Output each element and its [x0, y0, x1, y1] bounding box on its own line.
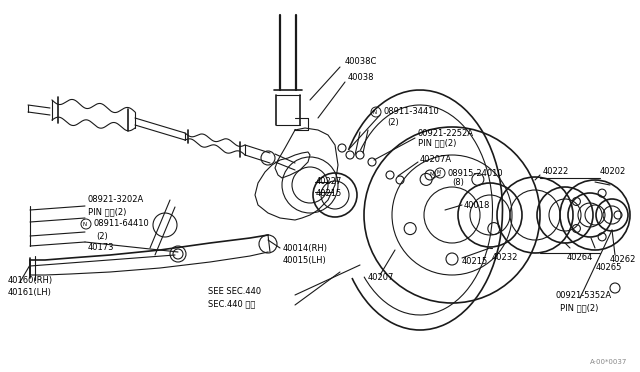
- Text: 40018: 40018: [464, 201, 490, 209]
- Text: 40015(LH): 40015(LH): [283, 256, 327, 264]
- Text: 40265: 40265: [596, 263, 622, 272]
- Text: M: M: [429, 173, 435, 177]
- Text: 40264: 40264: [567, 253, 593, 262]
- Text: N: N: [83, 221, 87, 227]
- Text: 08911-34410: 08911-34410: [383, 108, 439, 116]
- Text: 40262: 40262: [610, 256, 636, 264]
- Text: SEE SEC.440: SEE SEC.440: [208, 288, 261, 296]
- Text: 40161(LH): 40161(LH): [8, 288, 52, 296]
- Text: N: N: [373, 109, 377, 115]
- Text: 08915-24010: 08915-24010: [447, 169, 502, 177]
- Text: A·00*0037: A·00*0037: [590, 359, 627, 365]
- Text: (8): (8): [452, 179, 464, 187]
- Text: 00921-2252A: 00921-2252A: [418, 128, 474, 138]
- Text: 40173: 40173: [88, 244, 115, 253]
- Text: 00921-5352A: 00921-5352A: [555, 291, 611, 299]
- Text: PIN ビン(2): PIN ビン(2): [560, 304, 598, 312]
- Text: (2): (2): [96, 231, 108, 241]
- Text: 40014(RH): 40014(RH): [283, 244, 328, 253]
- Text: 40202: 40202: [600, 167, 627, 176]
- Text: 40215: 40215: [316, 189, 342, 199]
- Text: 40160(RH): 40160(RH): [8, 276, 53, 285]
- Text: 40232: 40232: [492, 253, 518, 262]
- Text: 40207A: 40207A: [420, 155, 452, 164]
- Text: 40215: 40215: [462, 257, 488, 266]
- Text: M: M: [437, 170, 441, 176]
- Text: 40222: 40222: [543, 167, 569, 176]
- Text: 08911-64410: 08911-64410: [93, 219, 148, 228]
- Text: PIN ビン(2): PIN ビン(2): [418, 138, 456, 148]
- Text: SEC.440 参照: SEC.440 参照: [208, 299, 255, 308]
- Text: 40038: 40038: [348, 74, 374, 83]
- Text: 40038C: 40038C: [345, 58, 378, 67]
- Text: 40207: 40207: [368, 273, 394, 282]
- Text: 40227: 40227: [316, 177, 342, 186]
- Text: (2): (2): [387, 118, 399, 126]
- Text: 08921-3202A: 08921-3202A: [88, 196, 144, 205]
- Text: PIN ビン(2): PIN ビン(2): [88, 208, 126, 217]
